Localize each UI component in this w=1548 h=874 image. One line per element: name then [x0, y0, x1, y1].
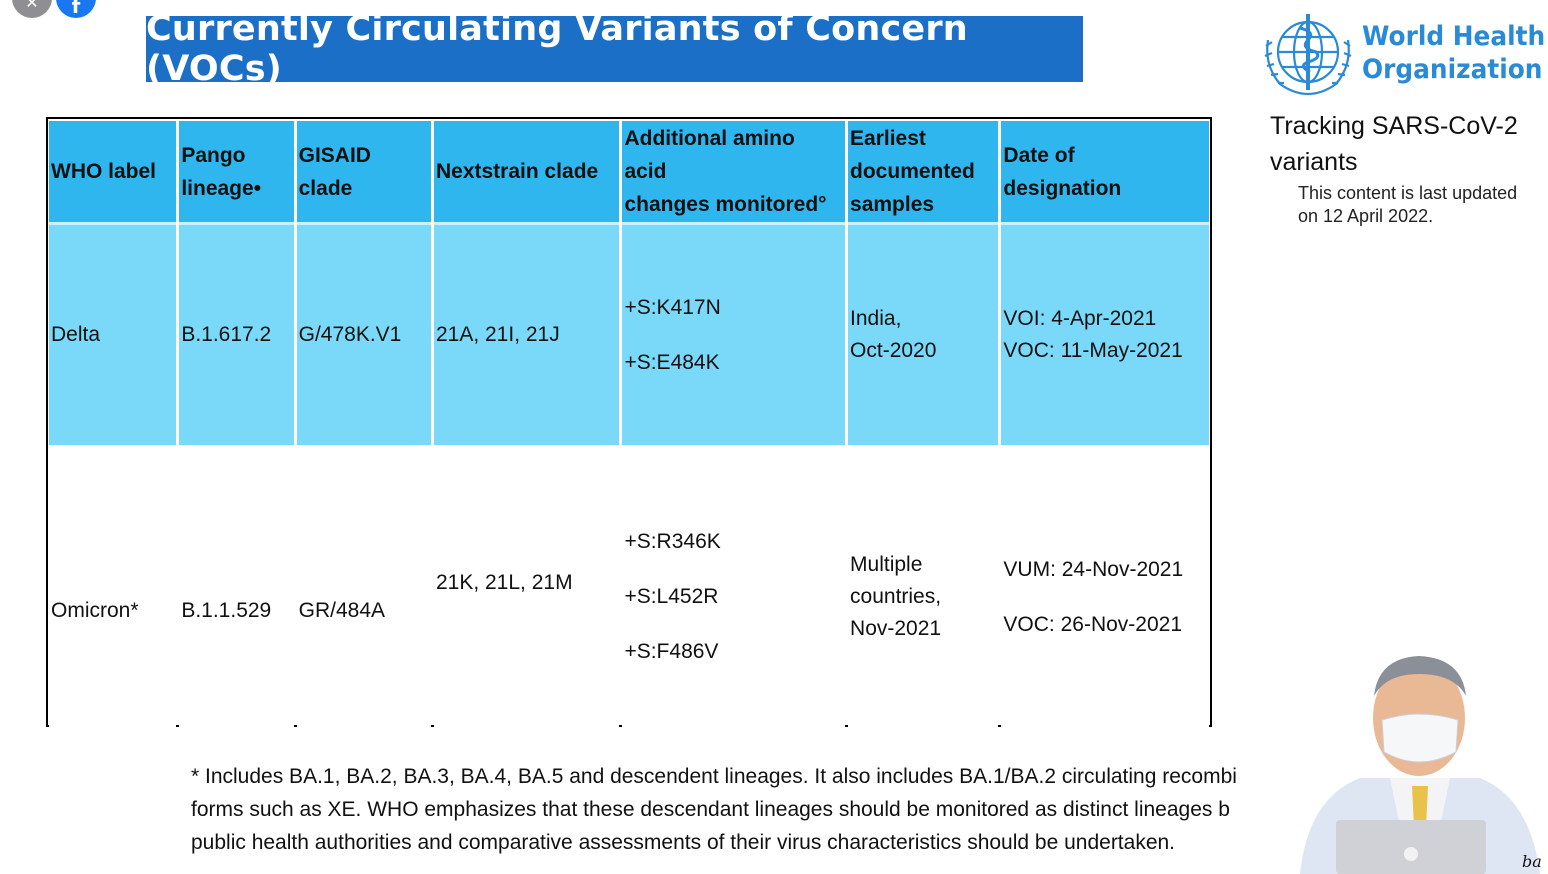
who-name-line2: Organization: [1362, 54, 1543, 85]
slide-title-text: Currently Circulating Variants of Concer…: [146, 9, 968, 89]
cell-gisaid: G/478K.V1: [296, 222, 431, 445]
cell-pango: B.1.617.2: [179, 222, 294, 445]
header-pango-line2: lineage•: [181, 176, 262, 200]
omicron-earliest-line1: Multiple: [850, 552, 923, 576]
omicron-nextstrain: 21K, 21L, 21M: [435, 570, 573, 594]
header-amino-line2: acid: [624, 160, 667, 183]
table-header-row: WHO label Pango lineage• GISAID clade Ne…: [49, 121, 1209, 222]
table-row: Delta B.1.617.2 G/478K.V1 21A, 21I, 21J …: [49, 222, 1209, 445]
omicron-gisaid: GR/484A: [298, 598, 386, 622]
facebook-icon[interactable]: f: [56, 0, 96, 18]
updated-line2: on 12 April 2022.: [1298, 206, 1434, 226]
header-earliest-line2: documented: [850, 160, 975, 183]
delta-label: Delta: [51, 323, 101, 346]
footnote-line1: * Includes BA.1, BA.2, BA.3, BA.4, BA.5 …: [191, 765, 1237, 788]
cell-pango: B.1.1.529: [179, 445, 294, 748]
corner-mark: ba: [1522, 852, 1542, 871]
delta-earliest-line2: Oct-2020: [850, 339, 937, 362]
header-who-label-text: WHO label: [51, 160, 157, 183]
tracking-line2: variants: [1270, 148, 1358, 176]
close-icon[interactable]: ✕: [12, 0, 52, 18]
cell-mutations: +S:R346K +S:L452R +S:F486V: [622, 445, 846, 748]
omicron-designation-voc: VOC: 26-Nov-2021: [1003, 612, 1183, 636]
header-gisaid-line1: GISAID: [298, 143, 371, 167]
omicron-mutation-3: +S:F486V: [624, 640, 719, 663]
header-designation: Date of designation: [1001, 121, 1209, 222]
header-gisaid-line2: clade: [298, 176, 353, 200]
cell-gisaid: GR/484A: [296, 445, 431, 748]
who-name-line1: World Health: [1362, 21, 1546, 52]
omicron-earliest-line3: Nov-2021: [850, 616, 942, 640]
cell-who-label: Delta: [49, 222, 177, 445]
voc-table-frame: WHO label Pango lineage• GISAID clade Ne…: [46, 117, 1212, 748]
header-gisaid: GISAID clade: [296, 121, 431, 222]
cell-mutations: +S:K417N +S:E484K: [622, 222, 846, 445]
header-earliest-line3: samples: [850, 193, 935, 216]
omicron-mutation-2: +S:L452R: [624, 585, 719, 608]
table-row: Omicron* B.1.1.529 GR/484A 21K, 21L, 21M…: [49, 445, 1209, 748]
facebook-glyph: f: [71, 0, 81, 18]
header-pango-line1: Pango: [181, 143, 246, 167]
omicron-designation-vum: VUM: 24-Nov-2021: [1003, 557, 1184, 581]
cell-designation: VOI: 4-Apr-2021 VOC: 11-May-2021: [1001, 222, 1209, 445]
voc-table: WHO label Pango lineage• GISAID clade Ne…: [46, 121, 1212, 748]
header-pango: Pango lineage•: [179, 121, 294, 222]
cell-nextstrain: 21K, 21L, 21M: [433, 445, 620, 748]
header-who-label: WHO label: [49, 121, 177, 222]
tracking-line1: Tracking SARS-CoV-2: [1270, 112, 1518, 140]
header-designation-line2: designation: [1003, 176, 1122, 200]
who-name: World Health Organization: [1362, 20, 1545, 86]
delta-mutation-2: +S:E484K: [624, 351, 720, 374]
header-designation-line1: Date of: [1003, 143, 1075, 167]
header-earliest: Earliest documented samples: [848, 121, 999, 222]
header-amino: Additional amino acid changes monitored°: [622, 121, 846, 222]
delta-gisaid: G/478K.V1: [298, 323, 402, 346]
delta-designation-voi: VOI: 4-Apr-2021: [1003, 307, 1157, 330]
close-glyph: ✕: [25, 0, 39, 12]
omicron-earliest-line2: countries,: [850, 584, 942, 608]
footnote-line3: public health authorities and comparativ…: [191, 831, 1176, 854]
delta-earliest-line1: India,: [850, 307, 902, 330]
header-amino-line3: changes monitored°: [624, 193, 827, 216]
delta-designation-voc: VOC: 11-May-2021: [1003, 339, 1183, 362]
footnote-line2: forms such as XE. WHO emphasizes that th…: [191, 798, 1230, 821]
slide-title: Currently Circulating Variants of Concer…: [146, 9, 1083, 89]
header-nextstrain: Nextstrain clade: [433, 121, 620, 222]
delta-mutation-1: +S:K417N: [624, 296, 721, 319]
omicron-pango: B.1.1.529: [181, 598, 272, 622]
header-earliest-line1: Earliest: [850, 127, 926, 150]
updated-line1: This content is last updated: [1298, 183, 1518, 203]
omicron-mutation-1: +S:R346K: [624, 530, 721, 553]
speaker-video: [1290, 648, 1548, 874]
cell-nextstrain: 21A, 21I, 21J: [433, 222, 620, 445]
cell-earliest: India, Oct-2020: [848, 222, 999, 445]
delta-nextstrain: 21A, 21I, 21J: [435, 323, 560, 346]
cell-earliest: Multiple countries, Nov-2021: [848, 445, 999, 748]
who-emblem-icon: [1264, 14, 1352, 96]
cell-designation: VUM: 24-Nov-2021 VOC: 26-Nov-2021: [1001, 445, 1209, 748]
delta-pango: B.1.617.2: [181, 323, 272, 346]
header-nextstrain-text: Nextstrain clade: [435, 160, 599, 183]
footnote: * Includes BA.1, BA.2, BA.3, BA.4, BA.5 …: [191, 760, 1321, 859]
header-amino-line1: Additional amino: [624, 127, 795, 150]
tracking-heading: Tracking SARS-CoV-2 variants: [1270, 108, 1518, 180]
last-updated-note: This content is last updated on 12 April…: [1298, 182, 1517, 228]
omicron-label: Omicron*: [51, 598, 139, 622]
cell-who-label: Omicron*: [49, 445, 177, 748]
